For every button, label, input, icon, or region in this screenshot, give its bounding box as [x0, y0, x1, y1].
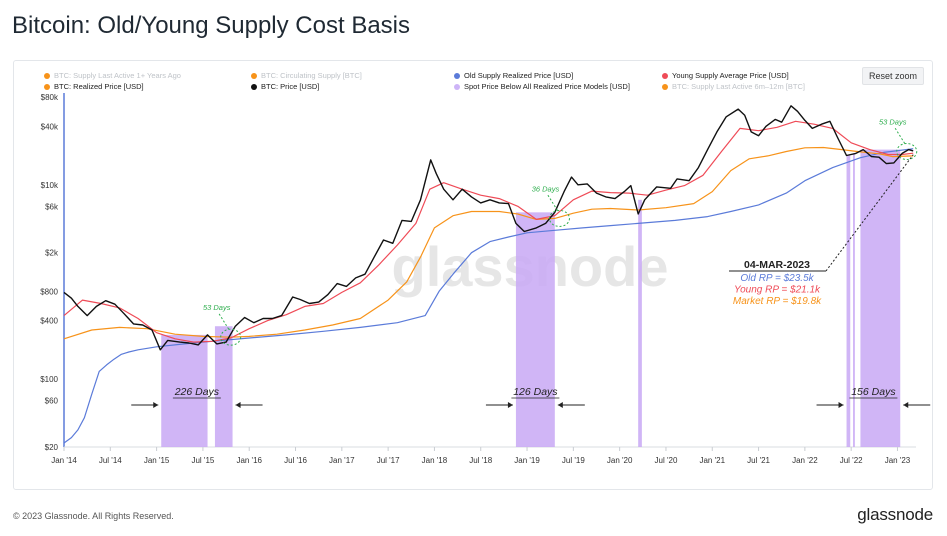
legend-dot-icon [454, 83, 460, 90]
legend-item[interactable]: Spot Price Below All Realized Price Mode… [454, 82, 630, 91]
x-tick-label: Jul '20 [655, 456, 678, 465]
y-tick-label: $100 [40, 375, 58, 384]
x-tick-label: Jul '18 [469, 456, 492, 465]
series-line [63, 146, 914, 340]
x-tick-label: Jul '14 [99, 456, 122, 465]
legend-dot-icon [251, 72, 257, 79]
y-tick-label: $80k [41, 93, 59, 102]
callout-line: Market RP = $19.8k [733, 296, 822, 307]
y-tick-label: $400 [40, 317, 58, 326]
callout-line: Old RP = $23.5k [740, 273, 814, 284]
y-tick-label: $20 [45, 443, 59, 452]
green-oval-marker [548, 209, 570, 227]
brand-logo: glassnode [857, 505, 933, 524]
legend-label: BTC: Realized Price [USD] [54, 82, 144, 91]
legend-dot-icon [662, 72, 668, 79]
x-tick-label: Jan '17 [329, 456, 355, 465]
y-tick-label: $10k [41, 181, 59, 190]
spot-below-region [214, 326, 233, 447]
x-tick-label: Jan '23 [885, 456, 911, 465]
x-tick-label: Jan '14 [51, 456, 77, 465]
x-tick-label: Jan '21 [699, 456, 725, 465]
page-title: Bitcoin: Old/Young Supply Cost Basis [12, 12, 411, 39]
legend-label: BTC: Supply Last Active 1+ Years Ago [54, 71, 181, 80]
arrowhead-icon [507, 402, 513, 408]
x-tick-label: Jan '16 [236, 456, 262, 465]
duration-label: 226 Days [174, 386, 220, 398]
y-tick-label: $2k [45, 249, 59, 258]
arrowhead-icon [903, 402, 909, 408]
arrowhead-icon [235, 402, 241, 408]
legend-label: Spot Price Below All Realized Price Mode… [464, 82, 630, 91]
legend-label: BTC: Price [USD] [261, 82, 320, 91]
green-oval-marker [896, 142, 918, 160]
spot-below-region [638, 199, 642, 447]
legend-item[interactable]: BTC: Circulating Supply [BTC] [251, 71, 362, 80]
reset-zoom-button[interactable]: Reset zoom [861, 67, 924, 85]
legend-dot-icon [44, 72, 50, 79]
spot-below-region [161, 334, 208, 447]
legend-label: BTC: Circulating Supply [BTC] [261, 71, 362, 80]
legend-item[interactable]: BTC: Supply Last Active 6m–12m [BTC] [662, 82, 805, 91]
x-tick-label: Jul '16 [284, 456, 307, 465]
green-leader-line [894, 127, 906, 144]
arrowhead-icon [557, 402, 563, 408]
x-tick-label: Jul '15 [191, 456, 214, 465]
callout-line: Young RP = $21.1k [734, 285, 821, 296]
green-oval-label: 53 Days [879, 117, 907, 126]
x-tick-label: Jul '22 [840, 456, 863, 465]
callout-leader-line [825, 154, 914, 272]
arrowhead-icon [838, 402, 844, 408]
series-line [63, 105, 914, 351]
legend-dot-icon [454, 72, 460, 79]
green-leader-line [547, 194, 558, 211]
duration-label: 126 Days [513, 386, 558, 398]
legend-dot-icon [44, 83, 50, 90]
legend-item[interactable]: BTC: Supply Last Active 1+ Years Ago [44, 71, 181, 80]
green-oval-marker [220, 328, 242, 346]
x-tick-label: Jul '17 [377, 456, 400, 465]
x-tick-label: Jan '19 [514, 456, 540, 465]
green-leader-line [218, 312, 230, 330]
legend-label: BTC: Supply Last Active 6m–12m [BTC] [672, 82, 805, 91]
legend-item[interactable]: BTC: Price [USD] [251, 82, 319, 91]
chart-svg: $20 $60 $100 $400 $800 $2k $6k $10k $40k $80k Jan … [40, 93, 931, 465]
duration-label: 156 Days [851, 386, 896, 398]
spot-below-region [846, 155, 851, 448]
legend-dot-icon [662, 83, 668, 90]
chart-legend: BTC: Supply Last Active 1+ Years Ago BTC:… [44, 71, 874, 95]
legend-dot-icon [251, 83, 257, 90]
x-tick-label: Jan '15 [144, 456, 170, 465]
x-tick-label: Jul '21 [747, 456, 770, 465]
green-oval-label: 36 Days [532, 184, 560, 193]
chart-panel: Reset zoom BTC: Supply Last Active 1+ Ye… [13, 60, 933, 490]
series-line [63, 148, 914, 444]
x-tick-label: Jan '18 [422, 456, 448, 465]
legend-label: Old Supply Realized Price [USD] [464, 71, 574, 80]
series-line [63, 120, 914, 343]
x-tick-label: Jan '22 [792, 456, 818, 465]
legend-item[interactable]: BTC: Realized Price [USD] [44, 82, 144, 91]
y-tick-label: $6k [45, 202, 59, 211]
spot-below-region [515, 212, 555, 447]
legend-label: Young Supply Average Price [USD] [672, 71, 789, 80]
legend-item[interactable]: Old Supply Realized Price [USD] [454, 71, 573, 80]
x-tick-label: Jul '19 [562, 456, 585, 465]
arrowhead-icon [153, 402, 159, 408]
y-tick-label: $800 [40, 287, 58, 296]
copyright-text: © 2023 Glassnode. All Rights Reserved. [13, 511, 174, 521]
y-tick-label: $60 [45, 397, 59, 406]
legend-item[interactable]: Young Supply Average Price [USD] [662, 71, 789, 80]
y-tick-label: $40k [41, 122, 59, 131]
callout-date: 04-MAR-2023 [744, 259, 810, 271]
spot-below-region [860, 149, 901, 447]
green-oval-label: 53 Days [203, 303, 231, 312]
spot-below-region [853, 153, 855, 447]
x-tick-label: Jan '20 [607, 456, 633, 465]
